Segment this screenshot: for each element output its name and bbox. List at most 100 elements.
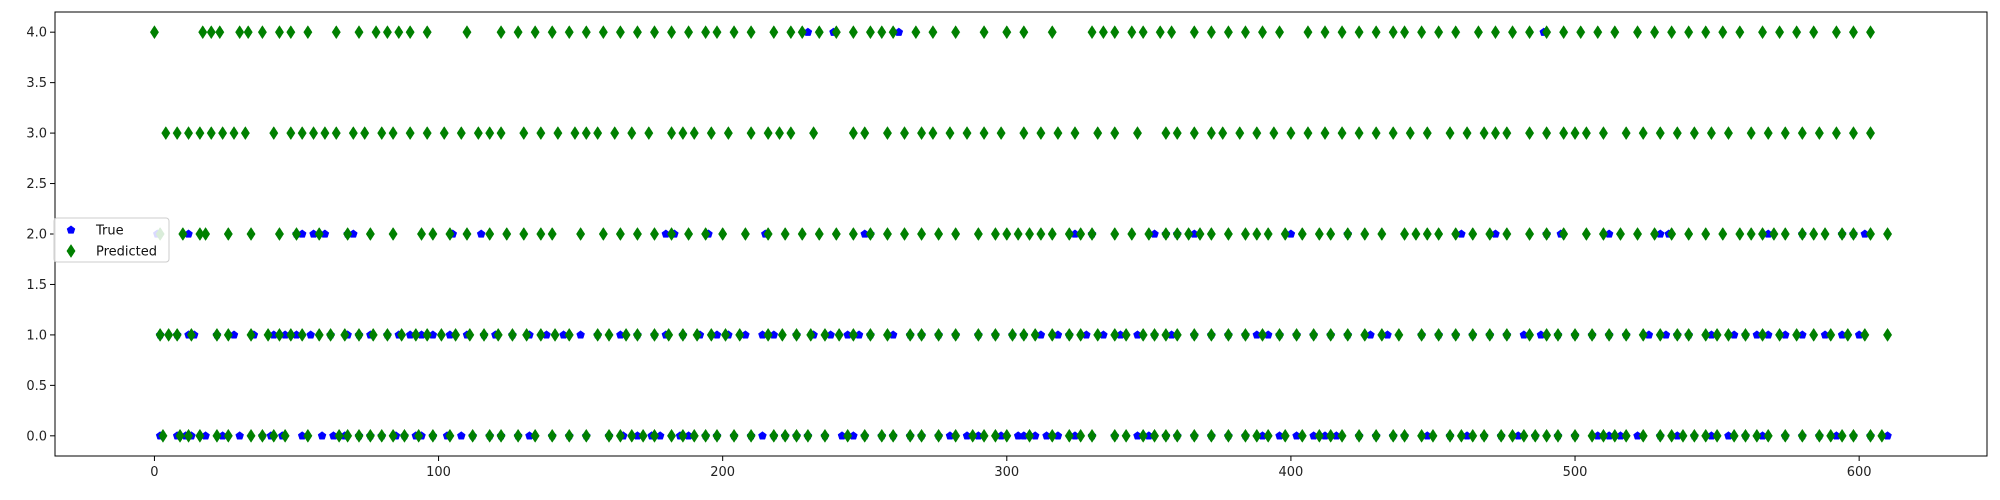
predicted-point — [1490, 126, 1500, 141]
predicted-point — [1240, 327, 1250, 342]
predicted-point — [1678, 428, 1688, 443]
predicted-point — [485, 227, 495, 241]
predicted-point — [1076, 428, 1086, 443]
predicted-point — [178, 227, 188, 241]
predicted-point — [1434, 227, 1444, 241]
predicted-point — [223, 327, 233, 342]
predicted-point — [405, 25, 415, 40]
predicted-point — [1070, 126, 1080, 141]
predicted-point — [1388, 428, 1398, 443]
predicted-point — [1780, 126, 1790, 141]
predicted-point — [274, 25, 284, 40]
predicted-point — [706, 327, 716, 342]
predicted-point — [706, 126, 716, 141]
predicted-point — [1223, 428, 1233, 443]
predicted-point — [1508, 428, 1518, 443]
predicted-point — [973, 227, 983, 241]
predicted-point — [547, 227, 557, 241]
predicted-point — [502, 227, 512, 241]
predicted-point — [303, 428, 313, 443]
predicted-point — [564, 25, 574, 40]
predicted-point — [1388, 126, 1398, 141]
predicted-point — [1735, 227, 1745, 241]
predicted-point — [865, 227, 875, 241]
predicted-point — [564, 327, 574, 342]
predicted-point — [769, 25, 779, 40]
predicted-point — [212, 428, 222, 443]
predicted-point — [1763, 126, 1773, 141]
predicted-point — [1593, 25, 1603, 40]
predicted-point — [729, 428, 739, 443]
predicted-point — [581, 126, 591, 141]
predicted-point — [1633, 227, 1643, 241]
predicted-point — [1434, 25, 1444, 40]
predicted-point — [1621, 327, 1631, 342]
predicted-point — [1377, 227, 1387, 241]
predicted-point — [979, 428, 989, 443]
predicted-point — [684, 227, 694, 241]
predicted-point — [1172, 126, 1182, 141]
y-tick-label: 1.5 — [26, 278, 47, 293]
predicted-point — [1473, 25, 1483, 40]
predicted-point — [1542, 227, 1552, 241]
predicted-point — [1809, 25, 1819, 40]
predicted-point — [1570, 428, 1580, 443]
predicted-point — [564, 428, 574, 443]
predicted-point — [1485, 327, 1495, 342]
predicted-point — [513, 428, 523, 443]
predicted-point — [1206, 25, 1216, 40]
predicted-point — [621, 327, 631, 342]
predicted-point — [1866, 227, 1876, 241]
predicted-point — [1570, 327, 1580, 342]
predicted-point — [1718, 227, 1728, 241]
predicted-point — [1758, 327, 1768, 342]
predicted-point — [397, 327, 407, 342]
predicted-point — [368, 327, 378, 342]
predicted-point — [1502, 327, 1512, 342]
predicted-point — [1746, 227, 1756, 241]
predicted-point — [917, 126, 927, 141]
predicted-point — [1485, 227, 1495, 241]
predicted-point — [414, 428, 424, 443]
predicted-point — [1610, 25, 1620, 40]
predicted-point — [1735, 25, 1745, 40]
predicted-point — [1189, 25, 1199, 40]
predicted-point — [1502, 227, 1512, 241]
predicted-point — [1468, 327, 1478, 342]
predicted-point — [1553, 428, 1563, 443]
predicted-point — [780, 428, 790, 443]
predicted-point — [405, 126, 415, 141]
predicted-point — [1110, 227, 1120, 241]
predicted-point — [649, 428, 659, 443]
predicted-point — [1019, 25, 1029, 40]
predicted-point — [1479, 126, 1489, 141]
predicted-point — [667, 126, 677, 141]
predicted-point — [399, 428, 409, 443]
predicted-point — [1064, 327, 1074, 342]
predicted-point — [1758, 25, 1768, 40]
predicted-point — [1598, 126, 1608, 141]
predicted-point — [843, 428, 853, 443]
predicted-point — [1741, 327, 1750, 342]
predicted-point — [1087, 227, 1097, 241]
predicted-point — [522, 327, 532, 342]
predicted-point — [632, 227, 642, 241]
predicted-point — [1161, 428, 1171, 443]
predicted-point — [973, 327, 983, 342]
predicted-point — [667, 428, 677, 443]
predicted-point — [1087, 428, 1097, 443]
predicted-point — [1076, 227, 1086, 241]
predicted-point — [848, 25, 858, 40]
predicted-point — [164, 327, 174, 342]
predicted-point — [1866, 126, 1876, 141]
predicted-point — [184, 428, 194, 443]
legend-label-true: True — [95, 224, 124, 239]
predicted-point — [172, 327, 182, 342]
predicted-point — [990, 227, 1000, 241]
predicted-point — [1240, 428, 1250, 443]
predicted-point — [1866, 428, 1876, 443]
predicted-point — [1667, 227, 1677, 241]
predicted-point — [1150, 428, 1160, 443]
y-tick-label: 2.5 — [26, 177, 47, 192]
predicted-point — [1184, 227, 1194, 241]
